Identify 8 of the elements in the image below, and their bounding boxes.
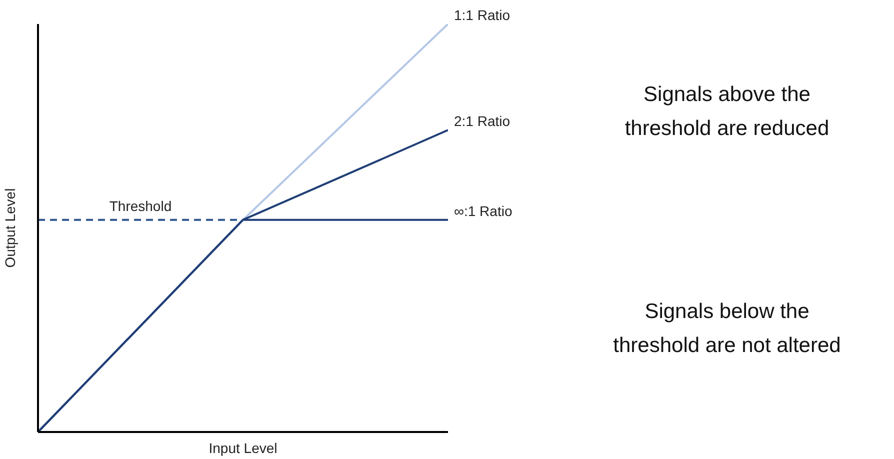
series-label: Threshold (109, 198, 172, 214)
y-axis-title: Output Level (2, 188, 18, 268)
series-label: 2:1 Ratio (454, 113, 510, 130)
text: Signals below the threshold are not altered (612, 299, 842, 359)
series-label: ∞:1 Ratio (454, 202, 512, 219)
series-label: 1:1 Ratio (454, 7, 510, 23)
x-axis-title: Input Level (208, 440, 278, 456)
text: Signals above the threshold are reduced (624, 82, 830, 142)
